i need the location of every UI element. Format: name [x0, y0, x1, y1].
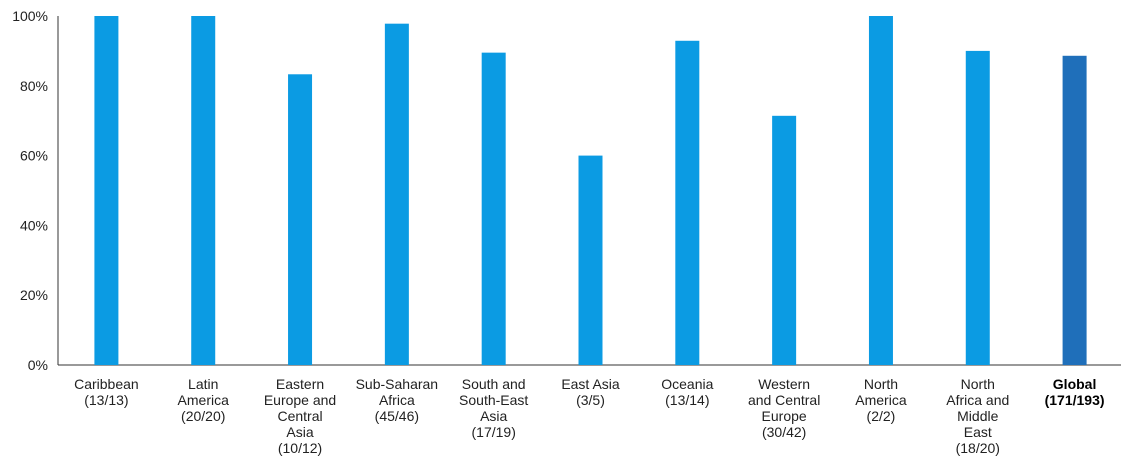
bar — [288, 74, 313, 366]
bar — [94, 16, 119, 365]
bar — [1062, 55, 1087, 365]
x-category-label-line: Asia — [286, 424, 313, 440]
x-category-label: North Africa and Middle East (18/20) — [946, 376, 1009, 456]
x-category-label-line: Western — [758, 376, 810, 392]
x-category-label-line: Africa — [379, 392, 415, 408]
x-category-label: Eastern Europe and Central Asia (10/12) — [264, 376, 336, 456]
x-category-label-line: (17/19) — [472, 424, 516, 440]
x-category-label-line: America — [178, 392, 230, 408]
x-category-label-line: Eastern — [276, 376, 324, 392]
x-category-label-line: Latin — [188, 376, 218, 392]
y-tick-label: 80% — [20, 78, 48, 94]
bar — [772, 115, 797, 366]
y-tick-label: 0% — [28, 357, 48, 373]
bar — [191, 16, 216, 365]
bar — [868, 16, 893, 365]
x-category-label-line: Sub-Saharan — [356, 376, 439, 392]
bar — [965, 50, 990, 366]
x-category-label-line: South-East — [459, 392, 528, 408]
x-category-label-line: Oceania — [661, 376, 713, 392]
x-category-label-line: (13/13) — [84, 392, 128, 408]
x-category-label-line: East Asia — [561, 376, 620, 392]
x-category-label-line: Global — [1053, 376, 1097, 392]
x-category-label: East Asia (3/5) — [561, 376, 620, 408]
x-axis-labels: Caribbean (13/13)Latin America (20/20)Easte… — [74, 376, 1104, 456]
y-tick-label: 60% — [20, 148, 48, 164]
x-category-label-line: North — [961, 376, 995, 392]
x-category-label-line: (30/42) — [762, 424, 806, 440]
x-category-label-line: Central — [277, 408, 322, 424]
x-category-label-line: Middle — [957, 408, 998, 424]
x-category-label-line: Europe and — [264, 392, 336, 408]
x-category-label: Global (171/193) — [1045, 376, 1105, 408]
x-category-label: South and South-East Asia (17/19) — [459, 376, 528, 440]
x-category-label-line: Asia — [480, 408, 507, 424]
x-category-label-line: (3/5) — [576, 392, 605, 408]
x-category-label-line: Caribbean — [74, 376, 139, 392]
x-category-label-line: Africa and — [946, 392, 1009, 408]
x-category-label-line: (10/12) — [278, 440, 322, 456]
bar — [384, 23, 409, 365]
x-category-label-line: Europe — [762, 408, 807, 424]
x-category-label-line: (171/193) — [1045, 392, 1105, 408]
x-category-label-line: (2/2) — [867, 408, 896, 424]
x-category-label-line: North — [864, 376, 898, 392]
x-category-label-line: America — [855, 392, 907, 408]
x-category-label: North America (2/2) — [855, 376, 907, 424]
x-category-label-line: (18/20) — [956, 440, 1000, 456]
bar — [481, 52, 506, 366]
y-axis-ticks: 0% 20% 40% 60% 80% 100% — [12, 8, 48, 373]
x-category-label: Sub-Saharan Africa (45/46) — [356, 376, 439, 424]
x-category-label: Western and Central Europe (30/42) — [748, 376, 820, 440]
x-category-label: Oceania (13/14) — [661, 376, 713, 408]
x-category-label-line: and Central — [748, 392, 820, 408]
x-category-label: Latin America (20/20) — [178, 376, 230, 424]
x-category-label-line: (13/14) — [665, 392, 709, 408]
bar — [578, 155, 603, 365]
x-category-label-line: (45/46) — [375, 408, 419, 424]
x-category-label-line: (20/20) — [181, 408, 225, 424]
x-category-label-line: East — [964, 424, 992, 440]
y-tick-label: 100% — [12, 8, 48, 24]
y-tick-label: 40% — [20, 217, 48, 233]
bars — [94, 16, 1087, 366]
x-category-label-line: South and — [462, 376, 526, 392]
y-tick-label: 20% — [20, 287, 48, 303]
x-category-label: Caribbean (13/13) — [74, 376, 139, 408]
bar — [675, 40, 700, 366]
